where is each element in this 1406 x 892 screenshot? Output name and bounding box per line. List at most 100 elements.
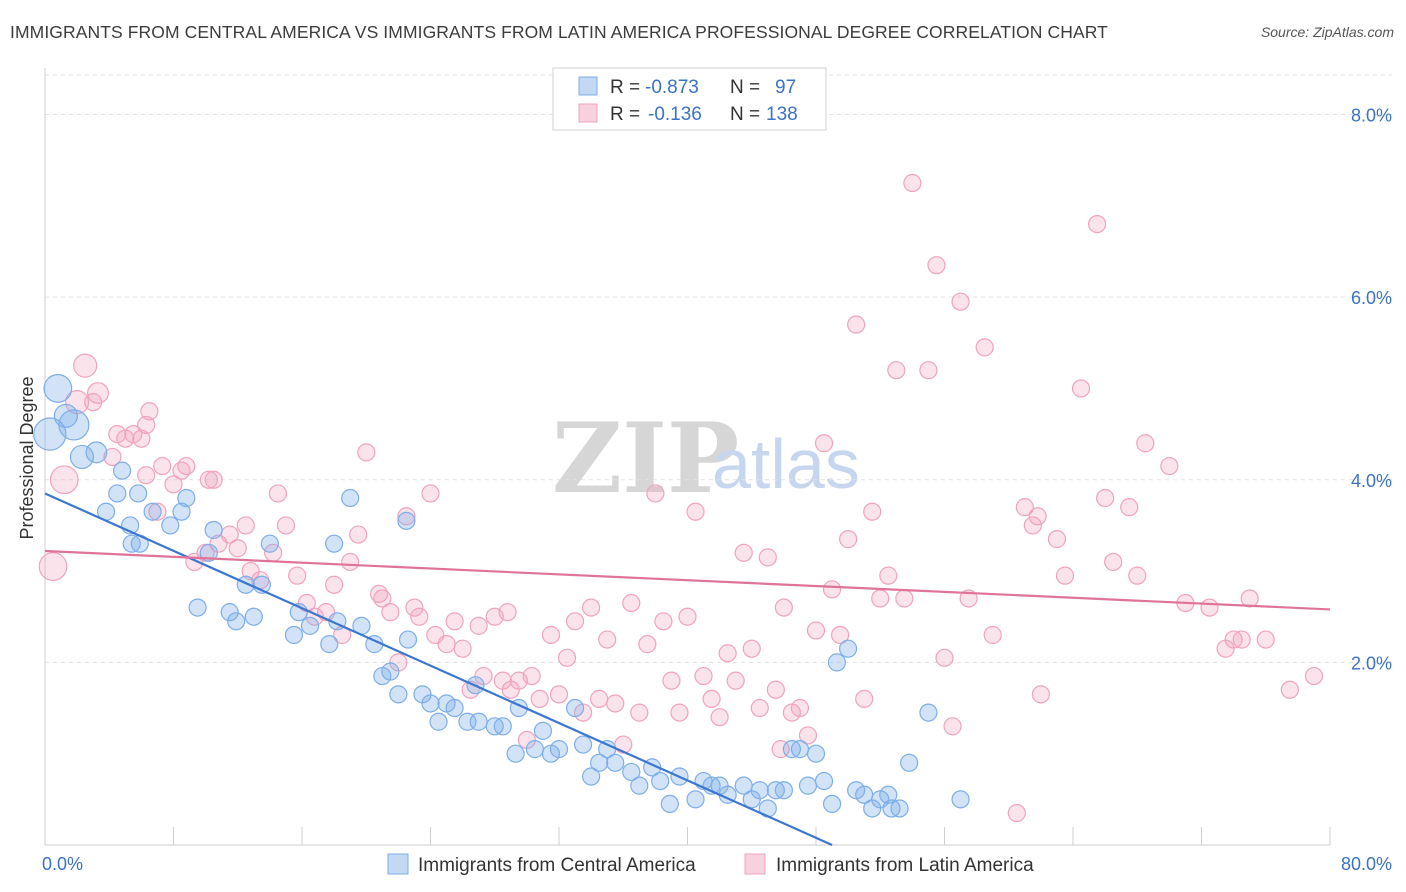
y-tick-label-0: 2.0% (1351, 653, 1392, 673)
central-america-point-56 (565, 698, 585, 718)
central-america-point-16 (177, 488, 196, 508)
central-america-point-23 (244, 607, 263, 626)
latin-america-point-81 (678, 607, 697, 626)
x-tick-labels: 0.0% 80.0% (42, 854, 1392, 874)
latin-america-point-96 (790, 698, 810, 718)
central-america-point-81 (798, 776, 818, 795)
stats-legend: R = -0.873 N = 97 R = -0.136 N = 138 (552, 67, 827, 131)
latin-america-point-69 (582, 598, 601, 617)
latin-america-point-89 (742, 639, 761, 658)
central-america-point-12 (129, 484, 148, 503)
latin-america-point-63 (530, 689, 549, 709)
central-america-point-42 (429, 712, 448, 731)
latin-america-point-27 (241, 561, 260, 581)
latin-america-point-43 (381, 603, 400, 622)
central-america-point-83 (814, 771, 834, 791)
central-america-point-95 (919, 703, 938, 722)
latin-america-point-38 (341, 552, 360, 572)
legend-swatch-latin-america (744, 853, 766, 875)
latin-america-point-46 (405, 598, 424, 617)
latin-america-point-130 (1120, 498, 1139, 517)
latin-america-point-74 (622, 593, 641, 613)
stats-legend-box (552, 67, 827, 131)
central-america-point-19 (204, 520, 223, 540)
central-america-point-49 (493, 717, 512, 736)
stats-legend-n-label-pink: N = (730, 104, 760, 125)
latin-america-point-140 (1256, 630, 1275, 649)
central-america-point-17 (199, 543, 218, 562)
stats-legend-swatch-blue (578, 76, 598, 96)
latin-america-point-135 (1200, 598, 1219, 617)
central-america-point-78 (774, 781, 793, 800)
x-tick-label-max: 80.0% (1341, 854, 1392, 874)
y-tick-labels: 2.0% 4.0% 6.0% 8.0% (1351, 106, 1392, 674)
latin-america-point-108 (887, 361, 906, 380)
series-central-america-points (33, 374, 970, 818)
latin-america-point-118 (983, 625, 1002, 645)
latin-america-point-83 (694, 666, 713, 686)
latin-america-point-128 (1096, 488, 1115, 508)
central-america-point-8 (108, 484, 127, 503)
central-america-point-91 (879, 785, 898, 804)
latin-america-point-48 (421, 484, 440, 503)
latin-america-point-70 (590, 689, 609, 709)
latin-america-point-71 (598, 630, 617, 649)
latin-america-point-97 (798, 726, 818, 745)
central-america-point-53 (533, 721, 553, 740)
latin-america-point-138 (1232, 630, 1251, 649)
latin-america-point-112 (927, 256, 946, 275)
central-america-point-65 (651, 771, 670, 791)
latin-america-point-91 (758, 548, 777, 567)
latin-america-point-79 (662, 671, 681, 690)
latin-america-point-80 (670, 703, 689, 722)
latin-america-point-104 (855, 689, 874, 709)
central-america-point-22 (227, 612, 246, 631)
latin-america-point-106 (871, 589, 890, 608)
latin-america-point-114 (943, 717, 962, 736)
latin-america-point-78 (654, 612, 673, 631)
central-america-point-55 (549, 740, 569, 759)
central-america-point-96 (951, 790, 970, 809)
stats-legend-n-value-blue: 97 (775, 77, 796, 98)
legend-swatch-central-america (387, 853, 409, 875)
stats-legend-r-label-blue: R = (610, 77, 640, 98)
watermark-atlas: atlas (712, 425, 860, 503)
latin-america-point-18 (177, 456, 196, 476)
latin-america-point-88 (734, 543, 753, 562)
latin-america-point-127 (1087, 214, 1107, 234)
axes (44, 68, 1331, 846)
central-america-point-68 (686, 790, 705, 809)
latin-america-point-65 (549, 685, 569, 704)
central-america-point-86 (839, 639, 858, 658)
latin-america-point-30 (268, 484, 288, 503)
latin-america-point-13 (140, 402, 159, 421)
stats-legend-r-value-pink: -0.136 (648, 104, 702, 125)
latin-america-point-141 (1280, 680, 1299, 699)
y-tick-label-1: 4.0% (1351, 471, 1392, 491)
central-america-point-61 (606, 753, 625, 772)
central-america-point-52 (525, 740, 545, 759)
central-america-point-50 (506, 744, 525, 763)
central-america-point-29 (320, 635, 339, 654)
latin-america-point-12 (137, 415, 156, 435)
trend-lines (44, 492, 1331, 847)
stats-legend-swatch-pink (578, 103, 598, 123)
central-america-point-82 (806, 744, 826, 763)
central-america-point-1 (43, 374, 73, 403)
latin-america-point-125 (1055, 566, 1075, 585)
legend-label-latin-america: Immigrants from Latin America (776, 855, 1034, 876)
latin-america-point-121 (1023, 516, 1042, 535)
source-label: Source: ZipAtlas.com (1260, 24, 1394, 40)
latin-america-point-105 (863, 502, 882, 521)
central-america-point-36 (381, 662, 400, 681)
latin-america-point-110 (903, 173, 922, 193)
latin-america-point-58 (498, 603, 517, 622)
y-axis-label: Professional Degree (17, 376, 37, 539)
latin-america-point-0 (38, 552, 68, 581)
central-america-point-28 (300, 616, 320, 635)
central-america-point-18 (188, 598, 207, 617)
latin-america-point-62 (522, 666, 541, 686)
central-america-point-85 (827, 653, 846, 672)
chart-title: IMMIGRANTS FROM CENTRAL AMERICA VS IMMIG… (10, 22, 1108, 42)
latin-america-point-26 (236, 516, 255, 535)
